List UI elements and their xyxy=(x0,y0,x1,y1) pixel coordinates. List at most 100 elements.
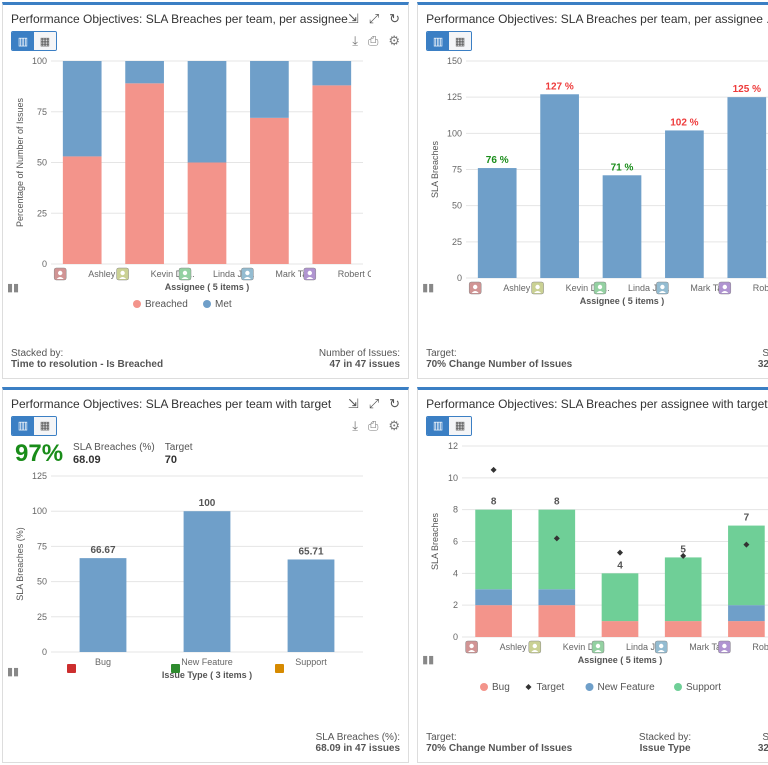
svg-text:102 %: 102 % xyxy=(670,117,698,128)
panel-tr: Performance Objectives: SLA Breaches per… xyxy=(417,2,768,379)
footer-right-label: SLA Breaches: xyxy=(762,348,768,359)
panel-controls: ⇲ ⤢ ↻ xyxy=(348,11,400,27)
svg-text:66.67: 66.67 xyxy=(90,545,115,556)
svg-text:75: 75 xyxy=(37,541,47,551)
expand-icon[interactable]: ⤢ xyxy=(369,11,379,27)
svg-text:Percentage of Number of Issues: Percentage of Number of Issues xyxy=(15,97,25,227)
footer-left-label: Stacked by: xyxy=(11,348,63,359)
grid-view-icon[interactable]: ▦ xyxy=(449,32,471,50)
svg-text:Robert C...: Robert C... xyxy=(338,269,371,279)
footer-left-label: Target: xyxy=(426,348,457,359)
grid-view-icon[interactable]: ▦ xyxy=(34,32,56,50)
svg-text:8: 8 xyxy=(554,496,560,507)
panel-toolbar: ▥ ▦ ⤓ ⎙ ⚙ xyxy=(3,31,408,55)
collapse-icon[interactable]: ⇲ xyxy=(348,396,359,412)
footer-left-value: 70% Change Number of Issues xyxy=(426,743,572,754)
view-toggle[interactable]: ▥ ▦ xyxy=(426,31,472,51)
svg-text:Met: Met xyxy=(215,299,232,310)
panel-bl: Performance Objectives: SLA Breaches per… xyxy=(2,387,409,764)
pause-icon: ▮▮ xyxy=(422,281,434,294)
svg-text:125: 125 xyxy=(447,92,462,102)
chart-tr: ▮▮ 0255075100125150SLA BreachesAshley ..… xyxy=(418,55,768,344)
grid-view-icon[interactable]: ▦ xyxy=(449,417,471,435)
svg-text:0: 0 xyxy=(42,259,47,269)
expand-icon[interactable]: ⤢ xyxy=(369,396,379,412)
panel-footer: Stacked by: Time to resolution - Is Brea… xyxy=(3,344,408,378)
svg-text:Bug: Bug xyxy=(95,657,111,667)
print-icon[interactable]: ⎙ xyxy=(368,418,378,434)
settings-icon[interactable]: ⚙ xyxy=(388,418,400,434)
svg-text:4: 4 xyxy=(617,560,623,571)
svg-text:150: 150 xyxy=(447,56,462,66)
grid-view-icon[interactable]: ▦ xyxy=(34,417,56,435)
kpi-sla-value: 68.09 xyxy=(73,454,101,466)
settings-icon[interactable]: ⚙ xyxy=(388,33,400,49)
panel-title: Performance Objectives: SLA Breaches per… xyxy=(426,12,768,26)
chart-tl: ▮▮ 0255075100Percentage of Number of Iss… xyxy=(3,55,408,344)
view-toggle[interactable]: ▥ ▦ xyxy=(11,416,57,436)
svg-text:100: 100 xyxy=(32,56,47,66)
chart-tools: ⤓ ⎙ ⚙ xyxy=(352,33,400,49)
svg-text:0: 0 xyxy=(457,273,462,283)
chart-view-icon[interactable]: ▥ xyxy=(427,32,449,50)
refresh-icon[interactable]: ↻ xyxy=(389,11,400,27)
refresh-icon[interactable]: ↻ xyxy=(389,396,400,412)
chart-view-icon[interactable]: ▥ xyxy=(12,32,34,50)
svg-text:65.71: 65.71 xyxy=(298,546,323,557)
svg-text:8: 8 xyxy=(491,496,497,507)
panel-title: Performance Objectives: SLA Breaches per… xyxy=(11,12,348,26)
panel-header: Performance Objectives: SLA Breaches per… xyxy=(3,5,408,31)
svg-text:25: 25 xyxy=(452,237,462,247)
svg-text:SLA Breaches (%): SLA Breaches (%) xyxy=(15,527,25,601)
svg-text:50: 50 xyxy=(37,576,47,586)
svg-text:2: 2 xyxy=(453,600,458,610)
footer-right-value: 32 in 47 issues xyxy=(758,743,768,754)
pause-icon: ▮▮ xyxy=(7,665,19,678)
download-icon[interactable]: ⤓ xyxy=(352,33,358,49)
print-icon[interactable]: ⎙ xyxy=(368,33,378,49)
svg-text:New Feature: New Feature xyxy=(598,682,656,693)
view-toggle[interactable]: ▥ ▦ xyxy=(426,416,472,436)
svg-text:100: 100 xyxy=(199,498,216,509)
footer-mid-value: Issue Type xyxy=(640,743,691,754)
svg-text:76 %: 76 % xyxy=(486,155,509,166)
svg-text:25: 25 xyxy=(37,208,47,218)
footer-right-value: 47 in 47 issues xyxy=(329,359,400,370)
footer-left-value: Time to resolution - Is Breached xyxy=(11,359,163,370)
svg-text:Robert ...: Robert ... xyxy=(752,642,768,652)
svg-text:25: 25 xyxy=(37,611,47,621)
svg-text:10: 10 xyxy=(448,472,458,482)
svg-text:75: 75 xyxy=(452,165,462,175)
collapse-icon[interactable]: ⇲ xyxy=(348,11,359,27)
footer-right-label: SLA Breaches: xyxy=(762,732,768,743)
svg-text:100: 100 xyxy=(447,128,462,138)
svg-text:12: 12 xyxy=(448,441,458,451)
svg-text:SLA Breaches: SLA Breaches xyxy=(430,512,440,570)
svg-text:50: 50 xyxy=(37,158,47,168)
svg-text:8: 8 xyxy=(453,504,458,514)
svg-text:127 %: 127 % xyxy=(545,81,573,92)
chart-view-icon[interactable]: ▥ xyxy=(12,417,34,435)
view-toggle[interactable]: ▥ ▦ xyxy=(11,31,57,51)
svg-text:7: 7 xyxy=(744,512,750,523)
svg-text:New Feature: New Feature xyxy=(181,657,233,667)
chart-bl: ▮▮ 0255075100125SLA Breaches (%)BugNew F… xyxy=(3,472,408,729)
svg-text:Breached: Breached xyxy=(145,299,188,310)
footer-right-label: SLA Breaches (%): xyxy=(316,732,400,743)
kpi-tgt-label: Target xyxy=(165,442,193,453)
svg-text:50: 50 xyxy=(452,201,462,211)
pause-icon: ▮▮ xyxy=(7,281,19,294)
svg-text:125: 125 xyxy=(32,472,47,481)
footer-mid-label: Stacked by: xyxy=(639,732,691,743)
svg-text:SLA Breaches: SLA Breaches xyxy=(430,140,440,198)
svg-text:Bug: Bug xyxy=(492,682,510,693)
svg-text:6: 6 xyxy=(453,536,458,546)
kpi-sla-label: SLA Breaches (%) xyxy=(73,442,155,453)
chart-view-icon[interactable]: ▥ xyxy=(427,417,449,435)
kpi-tgt-value: 70 xyxy=(165,454,177,466)
svg-text:Assignee ( 5 items ): Assignee ( 5 items ) xyxy=(165,282,250,292)
download-icon[interactable]: ⤓ xyxy=(352,418,358,434)
chart-br: ▮▮ 024681012SLA BreachesAshley ...Kevin … xyxy=(418,440,768,729)
svg-text:0: 0 xyxy=(453,632,458,642)
panel-title: Performance Objectives: SLA Breaches per… xyxy=(11,397,348,411)
